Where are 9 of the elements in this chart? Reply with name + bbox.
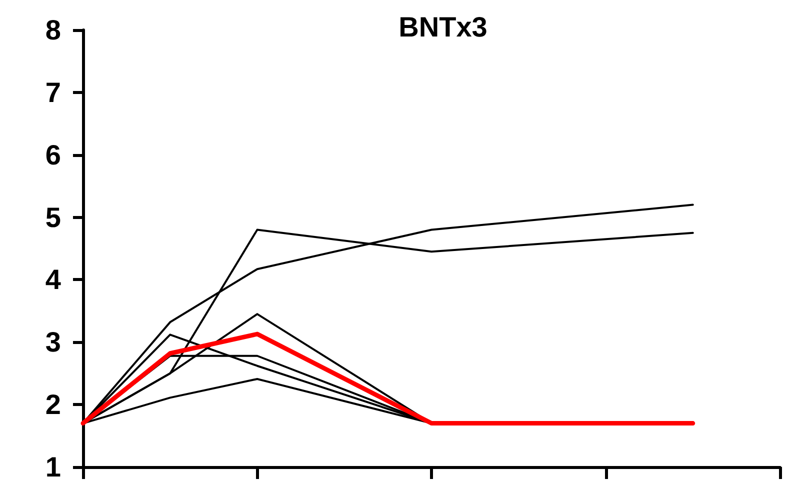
y-tick-label: 2 (45, 389, 61, 420)
y-tick-label: 8 (45, 14, 61, 46)
chart-title: BNTx3 (398, 12, 488, 42)
y-tick-label: 6 (45, 139, 61, 170)
y-tick-label: 4 (45, 264, 62, 296)
y-tick-label: 7 (45, 76, 61, 108)
y-tick-label: 5 (45, 202, 61, 233)
y-tick-label: 1 (45, 452, 61, 482)
y-tick-label: 3 (45, 326, 61, 358)
